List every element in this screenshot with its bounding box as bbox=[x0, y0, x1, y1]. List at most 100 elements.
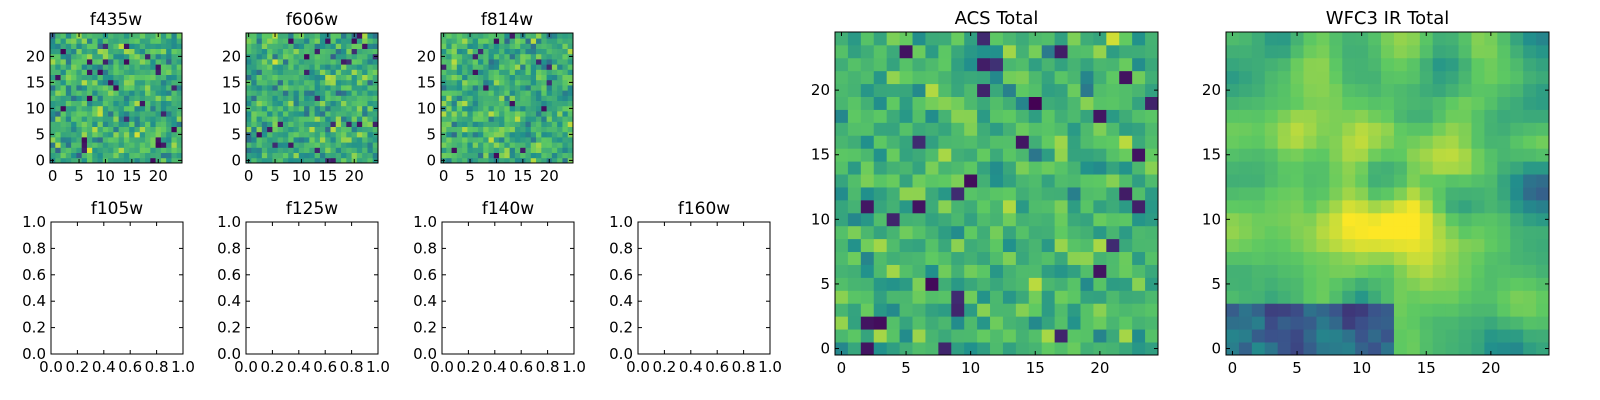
heatmap-cell bbox=[499, 142, 505, 148]
heatmap-cell bbox=[150, 74, 156, 81]
heatmap-cell bbox=[372, 85, 379, 91]
heatmap-cell bbox=[166, 100, 172, 107]
heatmap-cell bbox=[267, 90, 273, 96]
heatmap-cell bbox=[335, 157, 342, 164]
heatmap-cell bbox=[1419, 251, 1434, 265]
plot-area bbox=[246, 222, 378, 354]
heatmap-cell bbox=[1132, 83, 1146, 97]
heatmap-cell bbox=[477, 74, 484, 81]
heatmap-cell bbox=[1510, 212, 1524, 227]
x-tick-label: 0 bbox=[837, 359, 847, 377]
heatmap-cell bbox=[446, 33, 452, 39]
heatmap-cell bbox=[335, 111, 342, 117]
heatmap-cell bbox=[113, 147, 120, 153]
heatmap-cell bbox=[1419, 122, 1434, 136]
heatmap-cell bbox=[1067, 122, 1081, 136]
heatmap-cell bbox=[1002, 109, 1017, 123]
heatmap-cell bbox=[499, 147, 505, 153]
heatmap-cell bbox=[467, 95, 474, 101]
heatmap-cell bbox=[335, 53, 342, 60]
y-tick-label: 0.6 bbox=[217, 266, 241, 284]
heatmap-cell bbox=[372, 43, 379, 49]
heatmap-cell bbox=[873, 57, 888, 72]
heatmap-cell bbox=[562, 90, 569, 96]
heatmap-cell bbox=[509, 105, 516, 112]
heatmap-cell bbox=[261, 43, 268, 49]
heatmap-cell bbox=[272, 111, 279, 117]
heatmap-cell bbox=[1277, 161, 1291, 175]
heatmap-cell bbox=[509, 152, 516, 159]
heatmap-cell bbox=[1251, 109, 1266, 123]
heatmap-cell bbox=[108, 147, 114, 153]
heatmap-cell bbox=[504, 131, 511, 138]
heatmap-cell bbox=[272, 137, 279, 143]
heatmap-cell bbox=[145, 33, 151, 39]
heatmap-cell bbox=[251, 137, 257, 143]
heatmap-cell bbox=[1368, 109, 1382, 123]
heatmap-cell bbox=[277, 95, 284, 101]
heatmap-cell bbox=[1329, 342, 1343, 356]
heatmap-cell bbox=[298, 64, 305, 70]
heatmap-cell bbox=[467, 43, 474, 49]
heatmap-cell bbox=[1316, 70, 1330, 85]
heatmap-cell bbox=[351, 142, 358, 148]
heatmap-cell bbox=[346, 137, 352, 143]
heatmap-cell bbox=[171, 137, 178, 143]
heatmap-cell bbox=[351, 105, 358, 112]
heatmap-cell bbox=[139, 131, 146, 138]
heatmap-cell bbox=[1277, 277, 1291, 291]
heatmap-cell bbox=[1329, 122, 1343, 136]
heatmap-cell bbox=[160, 53, 167, 60]
heatmap-cell bbox=[1080, 57, 1094, 72]
heatmap-cell bbox=[367, 48, 374, 55]
panel-title: ACS Total bbox=[955, 8, 1039, 29]
heatmap-cell bbox=[288, 131, 294, 138]
heatmap-cell bbox=[525, 126, 532, 133]
heatmap-cell bbox=[456, 111, 463, 117]
heatmap-cell bbox=[272, 43, 279, 49]
heatmap-cell bbox=[536, 100, 542, 107]
heatmap-cell bbox=[835, 174, 849, 188]
heatmap-cell bbox=[847, 135, 862, 149]
x-tick-label: 20 bbox=[345, 167, 364, 185]
heatmap-cell bbox=[1080, 329, 1094, 343]
heatmap-cell bbox=[362, 137, 368, 143]
heatmap-cell bbox=[567, 33, 574, 39]
heatmap-cell bbox=[1264, 148, 1279, 162]
heatmap-cell bbox=[86, 116, 93, 122]
heatmap-cell bbox=[536, 152, 542, 159]
heatmap-cell bbox=[1316, 174, 1330, 188]
heatmap-cell bbox=[145, 137, 151, 143]
heatmap-cell bbox=[1132, 135, 1146, 149]
heatmap-cell bbox=[1093, 109, 1107, 123]
heatmap-cell bbox=[1316, 148, 1330, 162]
heatmap-cell bbox=[288, 142, 294, 148]
heatmap-cell bbox=[309, 48, 316, 55]
heatmap-cell bbox=[314, 157, 321, 164]
heatmap-cell bbox=[990, 83, 1004, 97]
heatmap-cell bbox=[160, 90, 167, 96]
axes-frame bbox=[50, 221, 184, 355]
heatmap-cell bbox=[55, 137, 61, 143]
heatmap-cell bbox=[256, 59, 263, 65]
heatmap-cell bbox=[108, 90, 114, 96]
heatmap-cell bbox=[319, 43, 326, 49]
heatmap-cell bbox=[60, 100, 67, 107]
heatmap-cell bbox=[964, 70, 978, 85]
heatmap-cell bbox=[873, 342, 888, 356]
heatmap-cell bbox=[1471, 148, 1485, 162]
heatmap-cell bbox=[362, 79, 368, 86]
heatmap-cell bbox=[1510, 174, 1524, 188]
heatmap-cell bbox=[1523, 303, 1537, 317]
heatmap-cell bbox=[1471, 316, 1485, 330]
heatmap-cell bbox=[1106, 251, 1120, 265]
heatmap-cell bbox=[1342, 238, 1356, 253]
heatmap-cell bbox=[514, 64, 521, 70]
heatmap-cell bbox=[835, 96, 849, 110]
heatmap-cell bbox=[86, 69, 93, 75]
heatmap-cell bbox=[1226, 342, 1240, 356]
heatmap-cell bbox=[155, 142, 162, 148]
heatmap-cell bbox=[835, 316, 849, 330]
heatmap-cell bbox=[925, 148, 939, 162]
heatmap-cell bbox=[1303, 135, 1317, 149]
